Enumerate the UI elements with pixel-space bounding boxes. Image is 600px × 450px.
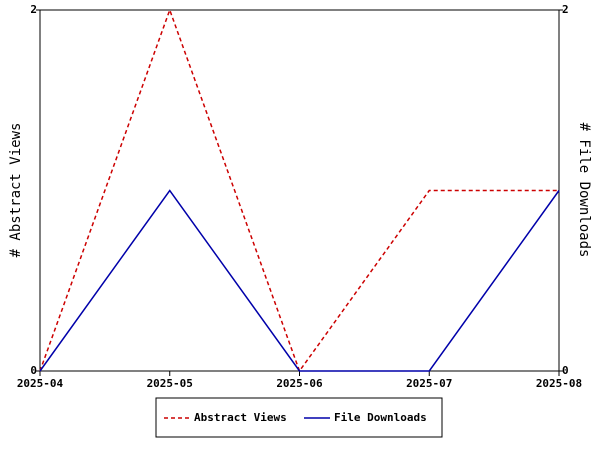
y2-tick-label: 2 bbox=[562, 3, 569, 16]
legend-label: Abstract Views bbox=[194, 411, 287, 424]
y-axis-label: # Abstract Views bbox=[8, 123, 24, 258]
x-tick-label: 2025-05 bbox=[147, 377, 193, 390]
plot-frame bbox=[39, 9, 560, 372]
series-line bbox=[39, 189, 560, 372]
x-tick-label: 2025-08 bbox=[536, 377, 582, 390]
legend-box bbox=[155, 397, 443, 438]
y2-tick-label: 0 bbox=[562, 364, 569, 377]
x-tick-label: 2025-04 bbox=[17, 377, 64, 390]
y-tick-label: 0 bbox=[30, 364, 37, 377]
x-tick-label: 2025-07 bbox=[406, 377, 452, 390]
x-tick-label: 2025-06 bbox=[276, 377, 323, 390]
y-tick-label: 2 bbox=[30, 3, 37, 16]
series-line bbox=[39, 7, 559, 373]
legend-label: File Downloads bbox=[334, 411, 427, 424]
y2-axis-label: # File Downloads bbox=[576, 123, 592, 258]
